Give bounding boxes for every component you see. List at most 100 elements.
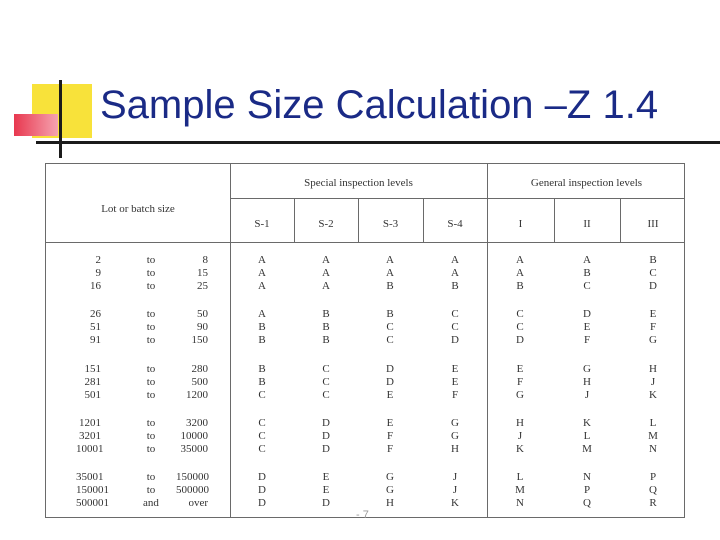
lot-size-connector: to bbox=[146, 267, 156, 279]
lot-size-connector: to bbox=[146, 254, 156, 266]
code-letter-cell: B bbox=[386, 308, 394, 320]
col-header-iii: III bbox=[647, 218, 659, 230]
lot-size-to: 50 bbox=[197, 308, 208, 320]
lot-size-connector: to bbox=[146, 363, 156, 375]
lot-size-from: 281 bbox=[84, 376, 102, 388]
code-letter-cell: A bbox=[583, 254, 591, 266]
lot-size-to: 1200 bbox=[186, 389, 208, 401]
code-letter-cell: G bbox=[451, 417, 459, 429]
code-letter-cell: D bbox=[649, 280, 657, 292]
table-row: 500001 and over D D H K N Q R bbox=[46, 497, 686, 510]
table-row: 2 to 8 A A A A A A B bbox=[46, 254, 686, 267]
code-letter-cell: R bbox=[649, 497, 657, 509]
code-letter-cell: C bbox=[583, 280, 591, 292]
lot-size-from: 10001 bbox=[76, 443, 104, 455]
lot-size-connector: and bbox=[143, 497, 159, 509]
lot-size-to: over bbox=[188, 497, 208, 509]
code-letter-cell: A bbox=[258, 280, 266, 292]
code-letter-cell: A bbox=[258, 254, 266, 266]
code-letter-cell: P bbox=[649, 471, 657, 483]
code-letter-cell: N bbox=[583, 471, 591, 483]
code-letter-cell: C bbox=[386, 321, 394, 333]
code-letter-cell: D bbox=[322, 443, 330, 455]
slide-title: Sample Size Calculation –Z 1.4 bbox=[100, 83, 659, 127]
lot-size-connector: to bbox=[146, 430, 156, 442]
col-header-i: I bbox=[518, 218, 523, 230]
code-letter-cell: H bbox=[451, 443, 459, 455]
divider-ii-iii bbox=[620, 198, 621, 242]
code-letter-cell: J bbox=[452, 484, 458, 496]
sample-size-code-table: Lot or batch size Special inspection lev… bbox=[45, 163, 685, 518]
code-letter-cell: D bbox=[583, 308, 591, 320]
code-letter-cell: F bbox=[451, 389, 459, 401]
lot-size-connector: to bbox=[146, 308, 156, 320]
lot-size-header: Lot or batch size bbox=[101, 203, 175, 215]
table-row: 35001 to 150000 D E G J L N P bbox=[46, 471, 686, 484]
lot-size-connector: to bbox=[146, 484, 156, 496]
code-letter-cell: C bbox=[258, 417, 266, 429]
code-letter-cell: P bbox=[583, 484, 591, 496]
lot-size-to: 8 bbox=[202, 254, 209, 266]
code-letter-cell: B bbox=[516, 280, 524, 292]
code-letter-cell: F bbox=[386, 430, 394, 442]
code-letter-cell: H bbox=[649, 363, 657, 375]
code-letter-cell: F bbox=[649, 321, 657, 333]
code-letter-cell: C bbox=[258, 430, 266, 442]
lot-size-to: 10000 bbox=[180, 430, 209, 442]
code-letter-cell: L bbox=[649, 417, 657, 429]
lot-size-from: 3201 bbox=[79, 430, 101, 442]
code-letter-cell: C bbox=[451, 308, 459, 320]
table-row: 3201 to 10000 C D F G J L M bbox=[46, 430, 686, 443]
divider-s2-s3 bbox=[358, 198, 359, 242]
code-letter-cell: A bbox=[258, 267, 266, 279]
code-letter-cell: H bbox=[583, 376, 591, 388]
code-letter-cell: A bbox=[451, 267, 459, 279]
table-row: 501 to 1200 C C E F G J K bbox=[46, 389, 686, 402]
col-header-s3: S-3 bbox=[382, 218, 399, 230]
code-letter-cell: E bbox=[649, 308, 657, 320]
table-row: 1201 to 3200 C D E G H K L bbox=[46, 417, 686, 430]
code-letter-cell: A bbox=[258, 308, 266, 320]
lot-size-connector: to bbox=[146, 443, 156, 455]
lot-size-from: 26 bbox=[90, 308, 101, 320]
code-letter-cell: C bbox=[322, 389, 330, 401]
code-letter-cell: Q bbox=[649, 484, 657, 496]
code-letter-cell: M bbox=[515, 484, 525, 496]
code-letter-cell: B bbox=[258, 334, 266, 346]
lot-size-connector: to bbox=[146, 334, 156, 346]
code-letter-cell: K bbox=[583, 417, 591, 429]
code-letter-cell: A bbox=[386, 267, 394, 279]
code-letter-cell: K bbox=[451, 497, 459, 509]
code-letter-cell: G bbox=[516, 389, 524, 401]
lot-size-to: 150 bbox=[191, 334, 209, 346]
code-letter-cell: D bbox=[322, 497, 330, 509]
code-letter-cell: B bbox=[258, 363, 266, 375]
code-letter-cell: M bbox=[582, 443, 592, 455]
code-letter-cell: B bbox=[322, 321, 330, 333]
divider-i-ii bbox=[554, 198, 555, 242]
lot-size-to: 35000 bbox=[180, 443, 209, 455]
divider-s1-s2 bbox=[294, 198, 295, 242]
code-letter-cell: J bbox=[584, 389, 590, 401]
code-letter-cell: E bbox=[322, 471, 330, 483]
lot-size-from: 35001 bbox=[76, 471, 104, 483]
code-letter-cell: B bbox=[322, 308, 330, 320]
header-rule bbox=[230, 198, 684, 199]
code-letter-cell: C bbox=[451, 321, 459, 333]
lot-size-connector: to bbox=[146, 389, 156, 401]
code-letter-cell: B bbox=[258, 376, 266, 388]
lot-size-to: 500000 bbox=[176, 484, 209, 496]
code-letter-cell: K bbox=[516, 443, 524, 455]
code-letter-cell: E bbox=[386, 417, 394, 429]
lot-size-to: 280 bbox=[191, 363, 209, 375]
lot-size-from: 9 bbox=[95, 267, 102, 279]
lot-size-from: 501 bbox=[84, 389, 102, 401]
special-levels-header: Special inspection levels bbox=[304, 177, 413, 189]
code-letter-cell: B bbox=[322, 334, 330, 346]
code-letter-cell: C bbox=[649, 267, 657, 279]
code-letter-cell: D bbox=[258, 497, 266, 509]
code-letter-cell: E bbox=[386, 389, 394, 401]
general-levels-header: General inspection levels bbox=[530, 177, 643, 189]
code-letter-cell: J bbox=[452, 471, 458, 483]
code-letter-cell: N bbox=[649, 443, 657, 455]
